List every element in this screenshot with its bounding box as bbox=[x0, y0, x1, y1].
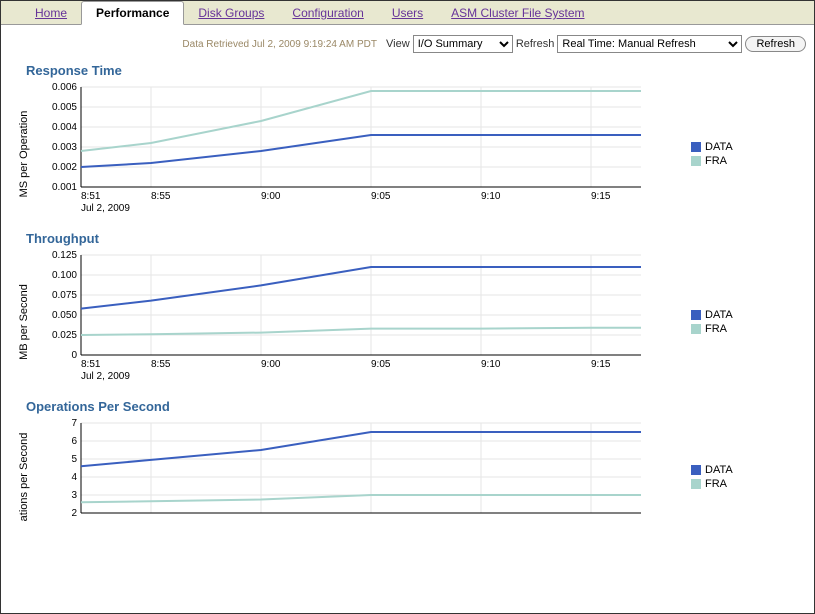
svg-text:7: 7 bbox=[71, 418, 77, 429]
svg-text:8:51: 8:51 bbox=[81, 191, 101, 202]
legend-label-fra: FRA bbox=[705, 323, 727, 335]
tab-home[interactable]: Home bbox=[21, 2, 81, 24]
controls-row: Data Retrieved Jul 2, 2009 9:19:24 AM PD… bbox=[1, 25, 814, 57]
view-label: View bbox=[386, 38, 410, 50]
svg-text:0.003: 0.003 bbox=[52, 142, 77, 153]
svg-text:0.050: 0.050 bbox=[52, 310, 77, 321]
tab-asm[interactable]: ASM Cluster File System bbox=[437, 2, 598, 24]
data-retrieved-label: Data Retrieved Jul 2, 2009 9:19:24 AM PD… bbox=[182, 39, 377, 50]
view-select[interactable]: I/O Summary bbox=[413, 35, 513, 53]
svg-text:3: 3 bbox=[71, 490, 77, 501]
svg-text:9:10: 9:10 bbox=[481, 359, 501, 370]
svg-text:8:55: 8:55 bbox=[151, 191, 171, 202]
ops-ylabel: ations per Second bbox=[18, 433, 30, 522]
legend-label-fra: FRA bbox=[705, 478, 727, 490]
svg-text:0.002: 0.002 bbox=[52, 162, 77, 173]
ops-title: Operations Per Second bbox=[26, 399, 814, 414]
svg-text:0.075: 0.075 bbox=[52, 290, 77, 301]
section-response-time: Response Time MS per Operation 0.0010.00… bbox=[26, 63, 814, 225]
section-ops: Operations Per Second ations per Second … bbox=[26, 399, 814, 536]
svg-text:8:51: 8:51 bbox=[81, 359, 101, 370]
refresh-label: Refresh bbox=[516, 38, 555, 50]
svg-text:9:10: 9:10 bbox=[481, 191, 501, 202]
throughput-title: Throughput bbox=[26, 231, 814, 246]
svg-text:9:00: 9:00 bbox=[261, 359, 281, 370]
legend-swatch-fra bbox=[691, 156, 701, 166]
svg-text:9:15: 9:15 bbox=[591, 191, 611, 202]
svg-text:0.004: 0.004 bbox=[52, 122, 77, 133]
refresh-select[interactable]: Real Time: Manual Refresh bbox=[557, 35, 742, 53]
legend-label-data: DATA bbox=[705, 309, 733, 321]
legend-swatch-fra bbox=[691, 479, 701, 489]
throughput-chart: MB per Second 00.0250.0500.0750.1000.125… bbox=[26, 250, 661, 393]
svg-text:0: 0 bbox=[71, 350, 77, 361]
throughput-ylabel: MB per Second bbox=[18, 284, 30, 360]
refresh-button[interactable]: Refresh bbox=[745, 36, 806, 52]
svg-text:Jul 2, 2009: Jul 2, 2009 bbox=[81, 371, 130, 382]
svg-text:Jul 2, 2009: Jul 2, 2009 bbox=[81, 203, 130, 214]
svg-text:9:00: 9:00 bbox=[261, 191, 281, 202]
svg-text:8:55: 8:55 bbox=[151, 359, 171, 370]
svg-text:2: 2 bbox=[71, 508, 77, 519]
ops-legend: DATA FRA bbox=[691, 462, 733, 492]
svg-text:0.005: 0.005 bbox=[52, 102, 77, 113]
response-time-legend: DATA FRA bbox=[691, 139, 733, 169]
svg-text:0.006: 0.006 bbox=[52, 82, 77, 93]
svg-text:0.025: 0.025 bbox=[52, 330, 77, 341]
legend-label-data: DATA bbox=[705, 141, 733, 153]
response-time-chart: MS per Operation 0.0010.0020.0030.0040.0… bbox=[26, 82, 661, 225]
tab-disk-groups[interactable]: Disk Groups bbox=[184, 2, 278, 24]
svg-text:9:05: 9:05 bbox=[371, 359, 391, 370]
legend-swatch-data bbox=[691, 465, 701, 475]
svg-text:0.125: 0.125 bbox=[52, 250, 77, 261]
svg-text:0.001: 0.001 bbox=[52, 182, 77, 193]
legend-swatch-data bbox=[691, 142, 701, 152]
legend-swatch-data bbox=[691, 310, 701, 320]
legend-label-data: DATA bbox=[705, 464, 733, 476]
response-time-ylabel: MS per Operation bbox=[18, 110, 30, 197]
throughput-legend: DATA FRA bbox=[691, 307, 733, 337]
svg-text:6: 6 bbox=[71, 436, 77, 447]
section-throughput: Throughput MB per Second 00.0250.0500.07… bbox=[26, 231, 814, 393]
svg-text:5: 5 bbox=[71, 454, 77, 465]
tab-bar: Home Performance Disk Groups Configurati… bbox=[1, 1, 814, 25]
ops-chart: ations per Second 234567 bbox=[26, 418, 661, 536]
tab-performance[interactable]: Performance bbox=[81, 1, 184, 25]
legend-swatch-fra bbox=[691, 324, 701, 334]
svg-text:4: 4 bbox=[71, 472, 77, 483]
svg-text:0.100: 0.100 bbox=[52, 270, 77, 281]
tab-configuration[interactable]: Configuration bbox=[278, 2, 377, 24]
svg-text:9:15: 9:15 bbox=[591, 359, 611, 370]
response-time-title: Response Time bbox=[26, 63, 814, 78]
svg-text:9:05: 9:05 bbox=[371, 191, 391, 202]
tab-users[interactable]: Users bbox=[378, 2, 437, 24]
legend-label-fra: FRA bbox=[705, 155, 727, 167]
